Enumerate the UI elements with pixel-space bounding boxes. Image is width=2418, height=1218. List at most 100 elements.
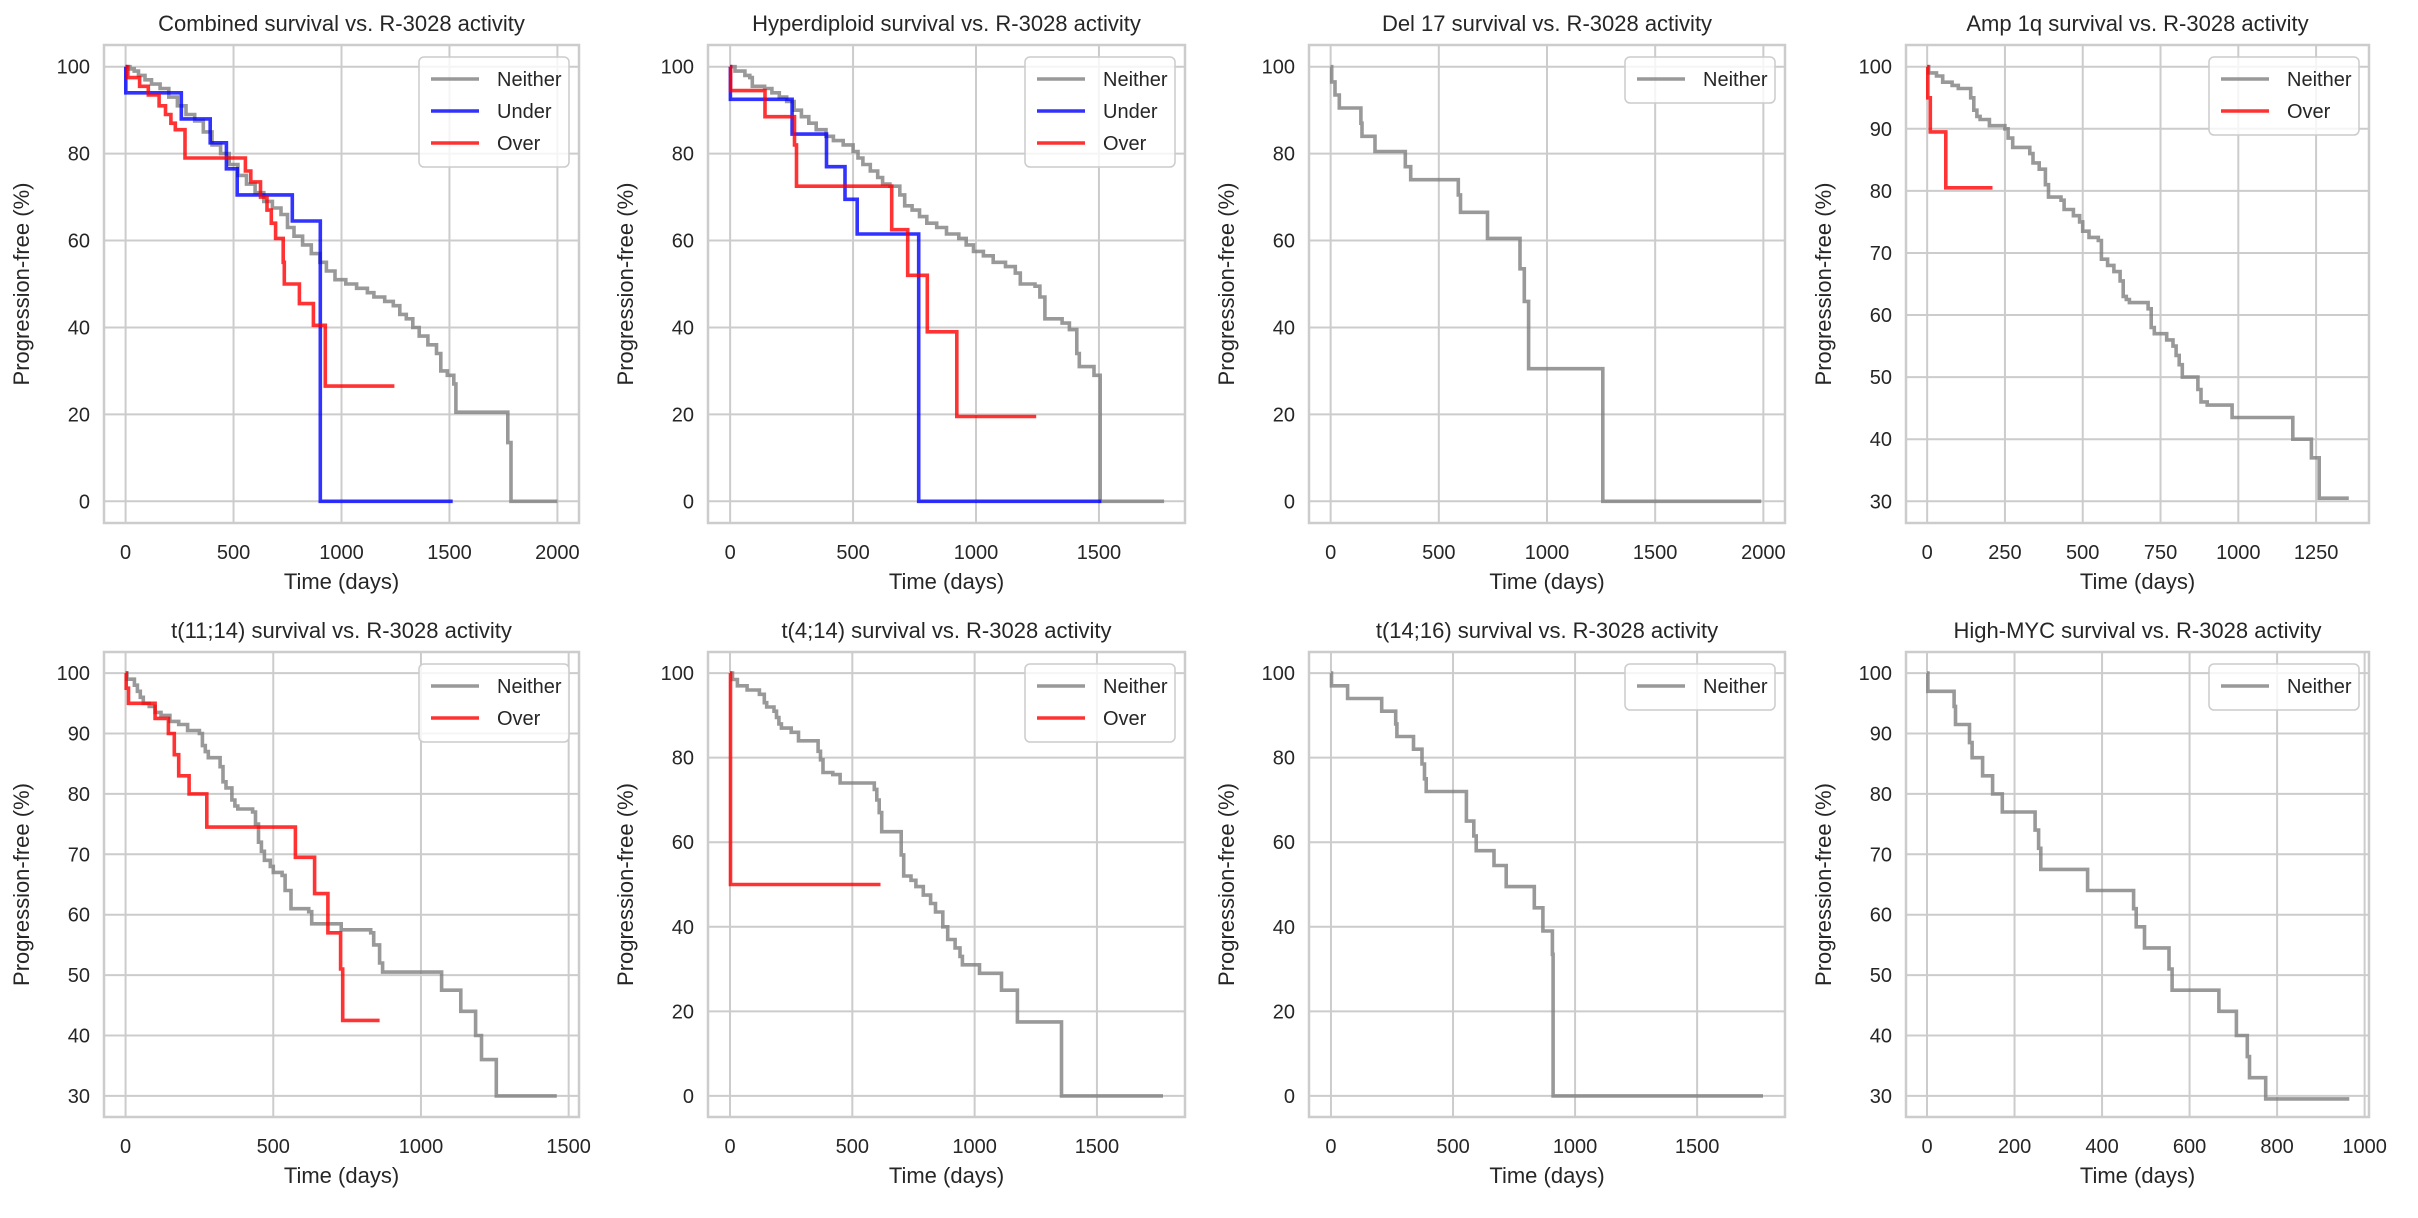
y-axis-label: Progression-free (%) [613, 183, 638, 386]
y-tick-label: 100 [57, 663, 90, 685]
x-tick-label: 500 [257, 1136, 290, 1158]
series-group [1926, 64, 2349, 500]
y-tick-label: 80 [1273, 144, 1295, 166]
km-curve-neither [730, 671, 1163, 1098]
y-axis-label: Progression-free (%) [1811, 183, 1836, 386]
km-curve-under [728, 64, 1102, 504]
y-tick-label: 60 [1273, 832, 1295, 854]
axes-frame [706, 43, 1187, 525]
y-tick-label: 100 [1859, 663, 1892, 685]
series-group [1329, 671, 1763, 1098]
gridlines [1309, 652, 1785, 1117]
km-curve-neither [1926, 64, 2349, 500]
x-tick-label: 0 [725, 542, 736, 564]
subplot-3: 0 500 1000 1500 2000 0 20 40 60 80 100 Del 17 survi… [1214, 11, 1787, 594]
subplot-title: t(11;14) survival vs. R-3028 activity [171, 618, 512, 643]
subplot-title: t(4;14) survival vs. R-3028 activity [781, 618, 1111, 643]
subplot-2: 0 500 1000 1500 0 20 40 60 80 100 Hyperdiploid sur… [613, 11, 1187, 594]
y-tick-label: 50 [1870, 367, 1892, 389]
series-group [728, 671, 1163, 1098]
x-axis-label: Time (days) [889, 1163, 1004, 1188]
x-tick-label: 1000 [1525, 542, 1570, 564]
y-tick-label: 100 [1262, 663, 1295, 685]
gridlines [1906, 652, 2369, 1117]
series-group [1329, 64, 1762, 504]
y-tick-label: 40 [68, 1025, 90, 1047]
y-tick-label: 40 [1273, 917, 1295, 939]
y-tick-label: 70 [1870, 243, 1892, 265]
y-tick-label: 60 [672, 832, 694, 854]
legend: Neither Over [1024, 663, 1176, 743]
y-tick-label: 100 [1262, 57, 1295, 79]
y-tick-label: 90 [1870, 724, 1892, 746]
legend-frame [418, 663, 570, 743]
legend-label: Neither [1103, 676, 1168, 698]
series-group [728, 64, 1165, 504]
subplot-title: Hyperdiploid survival vs. R-3028 activit… [752, 11, 1141, 36]
km-curve-neither [1329, 64, 1762, 504]
y-tick-label: 20 [1273, 1001, 1295, 1023]
legend-label: Neither [497, 676, 562, 698]
axes-frame [102, 43, 581, 525]
subplot-title: Amp 1q survival vs. R-3028 activity [1966, 11, 2308, 36]
y-tick-label: 0 [79, 491, 90, 513]
axes-frame [102, 650, 581, 1119]
y-tick-label: 30 [1870, 1086, 1892, 1108]
y-axis-label: Progression-free (%) [9, 183, 34, 386]
x-tick-label: 1500 [546, 1136, 591, 1158]
legend-frame [1624, 663, 1776, 711]
y-tick-label: 60 [672, 231, 694, 253]
y-axis-label: Progression-free (%) [9, 783, 34, 986]
legend-label: Neither [2287, 69, 2352, 91]
y-tick-label: 80 [1870, 784, 1892, 806]
y-tick-label: 0 [683, 491, 694, 513]
y-tick-label: 80 [672, 144, 694, 166]
x-tick-label: 500 [836, 542, 869, 564]
y-tick-label: 60 [68, 905, 90, 927]
y-tick-label: 60 [1273, 231, 1295, 253]
x-tick-label: 1000 [2342, 1136, 2387, 1158]
y-tick-label: 100 [661, 663, 694, 685]
axes-frame [1307, 43, 1787, 525]
y-tick-label: 40 [672, 317, 694, 339]
x-tick-label: 1500 [427, 542, 472, 564]
x-tick-label: 500 [1436, 1136, 1469, 1158]
x-tick-label: 400 [2085, 1136, 2118, 1158]
km-curve-over [728, 671, 881, 887]
subplot-title: Combined survival vs. R-3028 activity [158, 11, 525, 36]
y-tick-label: 0 [683, 1086, 694, 1108]
series-group [124, 64, 558, 504]
subplot-5: 0 500 1000 1500 30 40 50 60 70 80 90 100 t(11;14) su… [9, 618, 591, 1188]
km-curve-neither [1926, 671, 2350, 1101]
y-tick-label: 50 [1870, 965, 1892, 987]
km-curve-under [124, 64, 453, 504]
y-tick-label: 60 [68, 231, 90, 253]
gridlines [1906, 45, 2369, 523]
legend-label: Neither [2287, 676, 2352, 698]
legend: Neither [1624, 663, 1776, 711]
y-tick-label: 80 [672, 748, 694, 770]
legend-label: Under [1103, 101, 1158, 123]
legend: Neither Over [418, 663, 570, 743]
subplot-title: Del 17 survival vs. R-3028 activity [1382, 11, 1712, 36]
x-tick-label: 0 [1921, 1136, 1932, 1158]
y-tick-label: 90 [68, 724, 90, 746]
x-tick-label: 800 [2260, 1136, 2293, 1158]
y-tick-label: 40 [672, 917, 694, 939]
x-tick-label: 1500 [1075, 1136, 1120, 1158]
subplot-title: t(14;16) survival vs. R-3028 activity [1376, 618, 1718, 643]
y-tick-label: 40 [1870, 429, 1892, 451]
x-tick-label: 2000 [1741, 542, 1786, 564]
legend: Neither [2208, 663, 2360, 711]
y-tick-label: 20 [672, 404, 694, 426]
subplot-4: 0 250 500 750 1000 1250 30 40 50 60 70 80 90 100 Amp 1… [1811, 11, 2371, 594]
y-tick-label: 40 [68, 317, 90, 339]
x-tick-label: 500 [1422, 542, 1455, 564]
legend-label: Neither [1703, 69, 1768, 91]
x-tick-label: 500 [2066, 542, 2099, 564]
x-axis-label: Time (days) [889, 569, 1004, 594]
y-tick-label: 20 [68, 404, 90, 426]
x-tick-label: 1500 [1633, 542, 1678, 564]
y-tick-label: 80 [68, 144, 90, 166]
x-tick-label: 1000 [319, 542, 364, 564]
